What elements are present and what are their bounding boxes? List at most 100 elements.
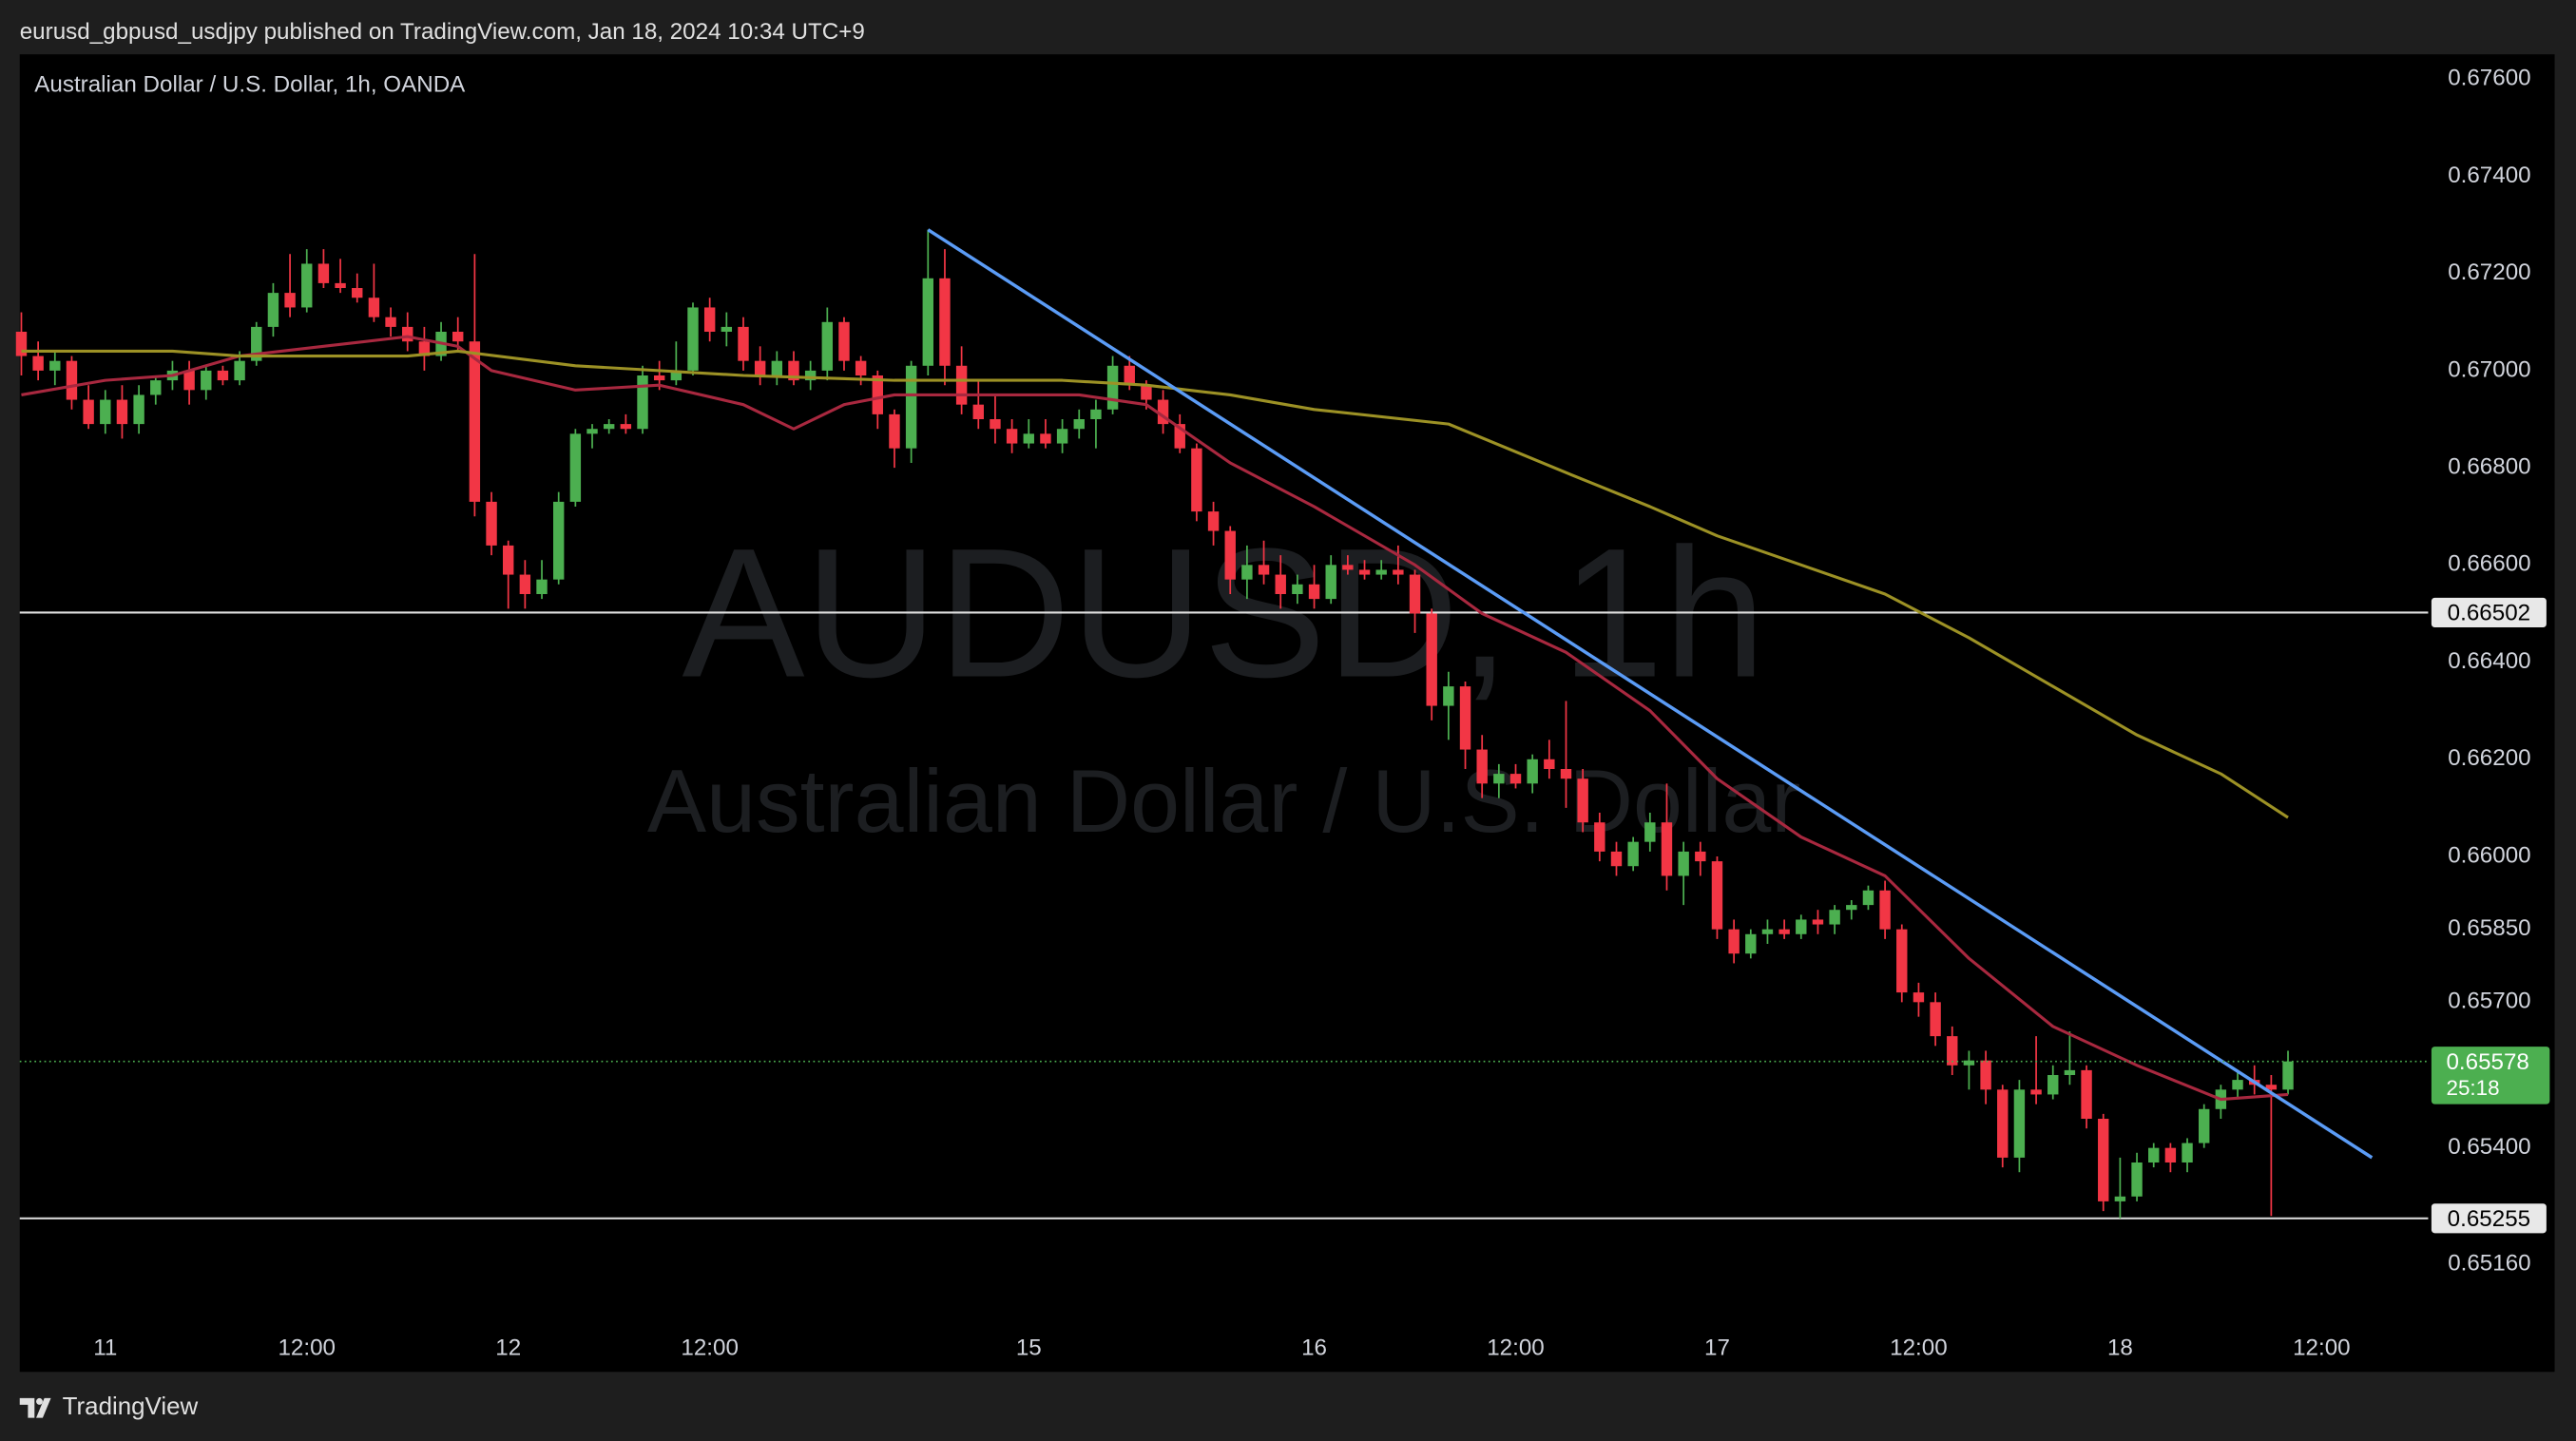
candle-body: [552, 501, 565, 580]
candle-body: [1879, 890, 1891, 930]
candle-body: [335, 282, 346, 289]
candle-body: [469, 341, 481, 502]
candle-body: [738, 326, 749, 361]
candle-body: [116, 399, 128, 425]
candle-body: [1711, 861, 1723, 930]
x-tick-label: 12:00: [681, 1335, 739, 1360]
candle-body: [1896, 929, 1908, 993]
candle-body: [2182, 1143, 2193, 1162]
x-tick-label: 12:00: [1890, 1335, 1948, 1360]
candle-body: [452, 332, 464, 342]
candle-body: [402, 326, 413, 342]
candle-body: [1610, 851, 1623, 867]
candle-body: [1174, 424, 1185, 449]
price-label: 0.65255: [2448, 1206, 2530, 1232]
x-tick-label: 16: [1301, 1335, 1327, 1360]
candle-body: [1594, 822, 1605, 852]
candle-body: [2148, 1147, 2160, 1162]
candle-body: [1997, 1089, 2009, 1158]
candle-body: [1846, 905, 1857, 911]
candle-body: [1325, 565, 1336, 600]
candle-body: [922, 278, 933, 366]
y-tick-label: 0.65700: [2448, 989, 2530, 1014]
candle-body: [905, 365, 917, 449]
candle-body: [317, 263, 330, 283]
candle-body: [1695, 851, 1706, 862]
candle-body: [1947, 1036, 1958, 1066]
candle-body: [1207, 511, 1220, 531]
candle-body: [100, 399, 111, 425]
candle-body: [955, 365, 968, 405]
candle-body: [1191, 448, 1202, 512]
y-tick-label: 0.67600: [2448, 66, 2530, 91]
candle-body: [201, 370, 212, 391]
candle-body: [1258, 565, 1270, 575]
header: eurusd_gbpusd_usdjpy published on Tradin…: [20, 19, 865, 45]
candle-body: [1292, 584, 1303, 595]
candle-body: [1544, 759, 1555, 769]
x-tick-label: 15: [1016, 1335, 1042, 1360]
y-tick-label: 0.65160: [2448, 1251, 2530, 1277]
candle-body: [703, 307, 716, 333]
y-tick-label: 0.66600: [2448, 551, 2530, 577]
candle-body: [939, 278, 951, 366]
candle-body: [1644, 822, 1656, 842]
candle-body: [1476, 749, 1488, 784]
candle-body: [1527, 759, 1538, 784]
candle-body: [385, 317, 396, 327]
candle-body: [1627, 841, 1639, 867]
x-tick-label: 18: [2107, 1335, 2133, 1360]
watermark-subtitle: Australian Dollar / U.S. Dollar: [647, 752, 1800, 851]
candle-body: [838, 321, 850, 361]
candle-body: [1393, 569, 1404, 575]
candle-body: [1358, 569, 1371, 575]
candle-body: [2081, 1069, 2092, 1119]
candle-body: [234, 360, 245, 381]
candle-body: [1459, 686, 1471, 750]
candle-body: [754, 360, 766, 376]
candle-body: [368, 298, 380, 317]
candle-body: [1661, 822, 1673, 876]
candle-body: [1443, 686, 1454, 706]
candle-body: [1426, 613, 1437, 706]
candle-body: [2232, 1080, 2243, 1090]
candle-body: [150, 380, 162, 395]
candle-body: [352, 288, 363, 298]
candle-body: [2064, 1069, 2076, 1075]
candle-body: [1040, 433, 1051, 444]
candle-body: [1241, 565, 1253, 580]
candle-body: [1812, 919, 1824, 925]
candle-body: [1409, 574, 1421, 614]
x-tick-label: 12:00: [278, 1335, 336, 1360]
candle-body: [1963, 1060, 1975, 1066]
last-price-label: 0.65578: [2446, 1049, 2528, 1075]
candle-body: [1224, 530, 1236, 580]
price-label: 0.66502: [2448, 601, 2530, 626]
candle-body: [2013, 1089, 2026, 1158]
candle-body: [1761, 929, 1774, 934]
candle-body: [889, 413, 900, 449]
candle-body: [1829, 910, 1840, 925]
indicator-line: [21, 349, 2289, 819]
candle-body: [721, 326, 733, 333]
candle-body: [972, 404, 984, 420]
candle-body: [418, 341, 431, 356]
y-tick-label: 0.67000: [2448, 356, 2530, 382]
candle-body: [1728, 929, 1740, 954]
candle-body: [2030, 1089, 2042, 1095]
y-tick-label: 0.66400: [2448, 648, 2530, 674]
x-tick-label: 12:00: [2293, 1335, 2351, 1360]
candle-body: [1980, 1060, 1991, 1090]
candle-body: [2114, 1196, 2126, 1201]
candle-body: [1157, 399, 1169, 425]
price-label-box: [2431, 1203, 2547, 1234]
candle-body: [15, 332, 28, 356]
y-tick-label: 0.65850: [2448, 915, 2530, 941]
candle-body: [1073, 419, 1085, 430]
y-tick-label: 0.66000: [2448, 842, 2530, 868]
candle-body: [1375, 569, 1387, 575]
candle-body: [1124, 365, 1135, 386]
footer-logo: [19, 1397, 51, 1418]
